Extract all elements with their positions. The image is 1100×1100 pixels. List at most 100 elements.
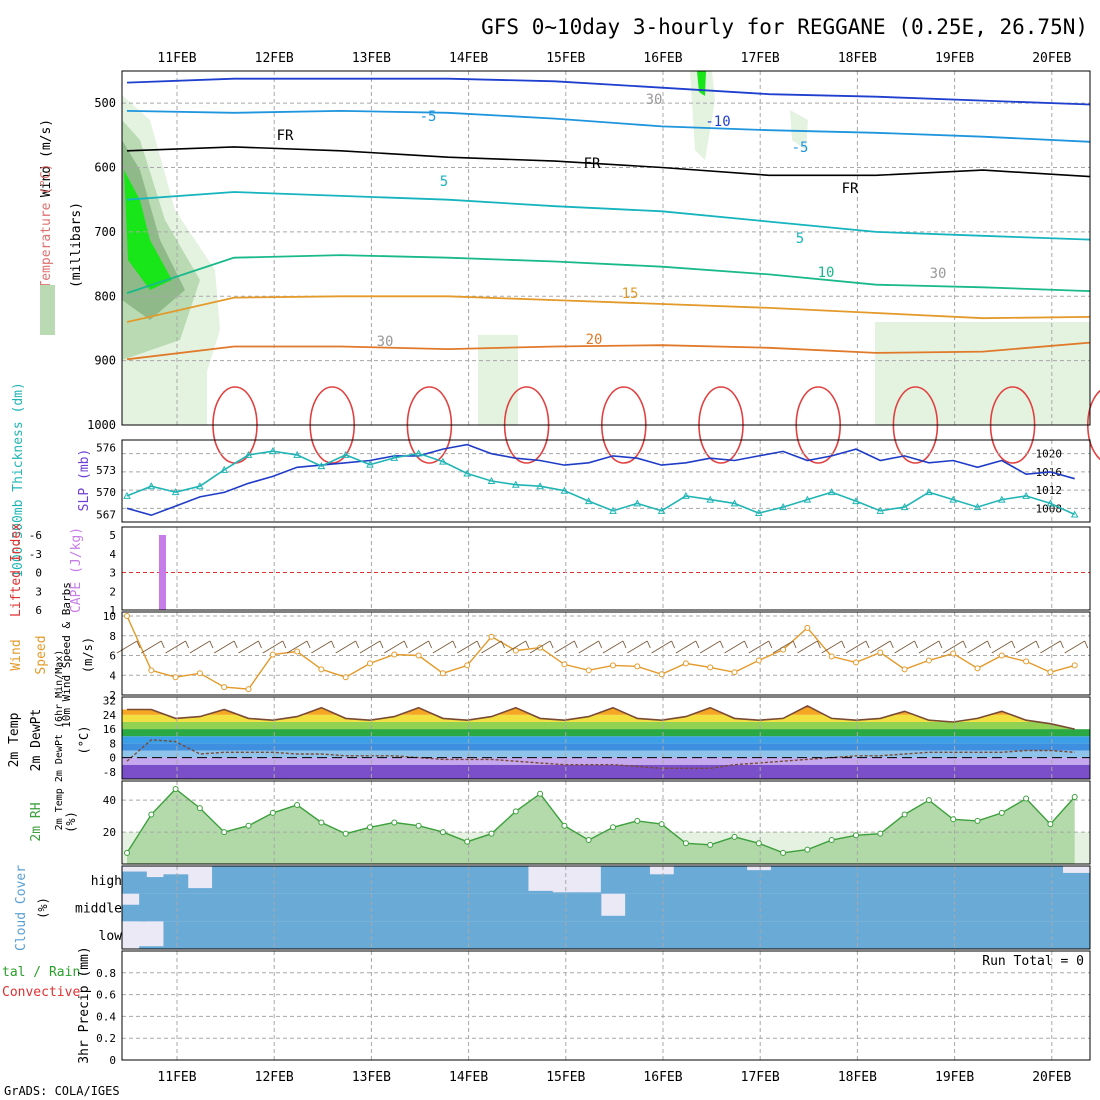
thickness-marker — [1070, 510, 1079, 518]
cloud-cell — [819, 921, 845, 949]
bottom-date-label: 15FEB — [546, 1070, 585, 1085]
thickness-axis-label: 1000-500mb Thickness (dm) — [11, 382, 26, 578]
cloud-cover-panel: high middle low Cloud Cover (%) — [14, 865, 1090, 951]
cloud-cell — [770, 866, 796, 894]
cloud-cell — [1013, 866, 1039, 894]
wind-barb — [456, 640, 478, 654]
temp-line — [127, 705, 1075, 730]
pressure-tick-label: 700 — [94, 225, 116, 239]
pressure-tick-label: 900 — [94, 354, 116, 368]
credit-label: GrADS: COLA/IGES — [4, 1084, 120, 1098]
cloud-cell — [357, 866, 383, 894]
wind-barb — [573, 640, 578, 649]
cloud-level-label: high — [91, 874, 122, 889]
wind-barb — [918, 640, 940, 654]
wind-barb — [282, 640, 287, 649]
thickness-marker — [171, 488, 180, 496]
wind-barb — [258, 640, 262, 649]
cloud-cell — [916, 866, 942, 894]
cloud-cell — [455, 866, 480, 894]
wind-barb — [602, 640, 624, 654]
thickness-marker — [584, 497, 593, 505]
cloud-cell — [600, 915, 626, 922]
rh-area — [790, 110, 808, 150]
cloud-cell — [625, 893, 650, 922]
cloud-cell — [770, 893, 796, 922]
precip-legend-label: tal / Rain — [2, 965, 80, 980]
contour-label: -5 — [792, 140, 809, 156]
cloud-cell — [357, 921, 383, 949]
cape-li-panel: -6 5 -3 4 0 3 3 2 6 1 Lifted Index CAPE (J/kg) — [9, 523, 1090, 617]
wind-barb — [578, 640, 599, 654]
rh-legend-swatch — [40, 285, 55, 335]
cloud-cell — [236, 866, 262, 894]
wind-speed-marker — [1071, 662, 1078, 669]
rh-area — [690, 71, 715, 160]
contour-label: 20 — [586, 332, 603, 348]
thickness-marker — [1022, 491, 1030, 499]
temp-axis-label-a: 2m Temp — [7, 712, 22, 767]
cloud-cell — [795, 893, 821, 922]
thickness-marker — [463, 469, 472, 477]
wind-speed-marker — [974, 665, 981, 672]
convective-legend-label: Convective — [2, 985, 80, 1000]
cloud-cell — [503, 866, 529, 894]
wind-speed-marker — [221, 684, 228, 691]
cape-tick-label: 4 — [109, 548, 116, 561]
cloud-cell — [236, 921, 262, 949]
dewpoint-line — [126, 739, 1075, 769]
temp-tick-label: -8 — [103, 766, 116, 779]
wind-tick-label: 4 — [109, 669, 116, 682]
wind-barb — [505, 640, 527, 654]
cloud-cell — [260, 866, 286, 894]
wind-barb — [1064, 640, 1085, 654]
cloud-cell — [212, 921, 237, 949]
cloud-cell — [892, 866, 918, 894]
wind-speed-marker — [294, 648, 301, 655]
wind-barb — [189, 640, 211, 654]
cloud-cell — [163, 874, 189, 894]
slp-tick-label: 1020 — [1036, 448, 1063, 461]
isotherm-line — [126, 109, 1091, 143]
wind-barb — [136, 640, 141, 649]
contour-label: 5 — [440, 174, 448, 190]
wind-barb — [1059, 640, 1064, 649]
cloud-cell — [212, 893, 237, 922]
rh2m-marker — [439, 829, 446, 836]
panel-frame — [121, 611, 1091, 696]
thickness-marker — [633, 499, 642, 507]
thickness-tick-label: 573 — [96, 464, 116, 477]
top-date-label: 14FEB — [449, 51, 488, 66]
run-total-label: Run Total = 0 — [982, 954, 1084, 969]
wind-speed-marker — [707, 664, 714, 671]
thickness-marker — [900, 503, 909, 511]
wind-speed-marker — [755, 657, 762, 664]
wind-barb — [452, 640, 457, 649]
rh2m-marker — [1047, 821, 1054, 828]
thickness-marker — [123, 491, 131, 499]
rh2m-marker — [245, 822, 252, 829]
wind-speed-marker — [561, 661, 568, 668]
panel-frame — [121, 780, 1091, 865]
cloud-cell — [382, 893, 407, 922]
cloud-cell — [819, 866, 845, 894]
rh2m-marker — [1023, 795, 1030, 802]
isotherm-line — [126, 191, 1091, 241]
temp-band — [122, 721, 1090, 730]
rh2m-marker — [124, 849, 130, 856]
wind-speed-marker — [950, 650, 957, 657]
cloud-cell — [916, 921, 942, 949]
wind-barb — [379, 640, 384, 649]
upper-air-panel: 500 600 700 800 900 1000 -10 -5 -5 FR FR FR 5 5 10 15 20… — [39, 71, 1100, 464]
wind-barb — [116, 640, 138, 654]
thickness-marker — [949, 495, 958, 503]
wind-speed-marker — [901, 666, 908, 673]
cloud-cell — [333, 866, 359, 894]
temp-tick-label: 32 — [103, 695, 116, 708]
cloud-cell — [309, 893, 335, 922]
thickness-marker — [244, 450, 253, 458]
wind-speed-marker — [172, 674, 179, 681]
temp-band — [122, 705, 1090, 708]
temp-axis-label-b: 2m DewPt — [29, 709, 44, 772]
temp-band — [122, 736, 1090, 744]
